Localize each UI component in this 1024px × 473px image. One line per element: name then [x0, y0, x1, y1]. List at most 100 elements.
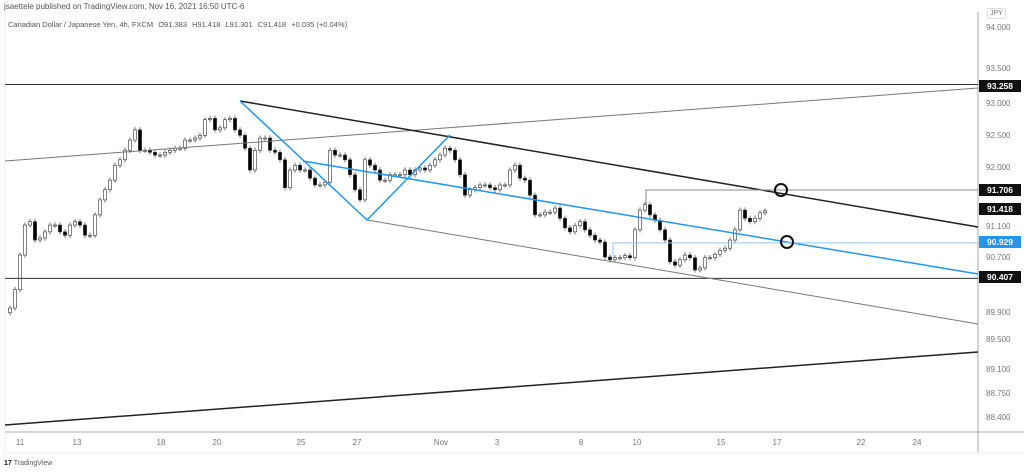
currency-label[interactable]: JPY	[987, 8, 1006, 19]
date-tick-label: 15	[716, 438, 726, 447]
candle-down	[663, 229, 667, 241]
candle-down	[693, 257, 697, 271]
date-tick-label: 25	[296, 438, 306, 447]
candle-up	[618, 257, 622, 260]
candle-up	[88, 234, 92, 237]
level-line-90929	[612, 242, 978, 257]
candle-up	[733, 229, 737, 241]
date-tick-label: 8	[578, 438, 584, 447]
candle-up	[578, 221, 582, 227]
candle-down	[668, 239, 672, 263]
date-tick-label: 27	[352, 438, 362, 447]
date-tick-label: 13	[72, 438, 82, 447]
candle-up	[643, 204, 647, 211]
candle-down	[213, 118, 217, 131]
candle-up	[163, 152, 167, 156]
candle-up	[403, 169, 407, 176]
candle-up	[443, 147, 447, 156]
candle-up	[678, 259, 682, 266]
candle-up	[193, 137, 197, 141]
candle-down	[233, 118, 237, 131]
candle-down	[463, 174, 467, 196]
symbol-legend: Canadian Dollar / Japanese Yen, 4h, FXCM…	[8, 20, 350, 30]
price-tick-label: 88.750	[986, 389, 1011, 398]
ohlc-open: O91.383	[158, 20, 187, 29]
date-tick-label: 24	[912, 438, 922, 447]
candle-down	[83, 224, 87, 236]
candle-up	[113, 164, 117, 181]
candle-up	[48, 224, 52, 233]
candle-up	[43, 231, 47, 239]
candle-down	[298, 164, 302, 171]
candle-up	[573, 225, 577, 233]
ohlc-change: +0.035 (+0.04%)	[291, 20, 348, 29]
target-circle-icon	[780, 235, 794, 249]
candle-down	[648, 204, 652, 216]
candle-down	[533, 194, 537, 216]
candle-up	[23, 224, 27, 256]
candle-down	[313, 177, 317, 186]
candle-down	[78, 221, 82, 226]
date-tick-label: 17	[772, 438, 782, 447]
candle-down	[493, 187, 497, 191]
candle-down	[458, 159, 462, 176]
candle-up	[123, 149, 127, 161]
candle-down	[58, 224, 62, 233]
candle-up	[208, 118, 212, 120]
candle-up	[338, 154, 342, 157]
candles	[8, 115, 767, 316]
candle-up	[203, 119, 207, 136]
candle-down	[598, 239, 602, 243]
candle-up	[468, 189, 472, 196]
candle-up	[708, 257, 712, 260]
candle-up	[508, 169, 512, 186]
candle-down	[448, 147, 452, 151]
descending-trendline	[239, 100, 979, 228]
candle-up	[398, 174, 402, 177]
candle-down	[518, 164, 522, 179]
price-tick-label: 89.900	[986, 308, 1011, 317]
candle-down	[588, 229, 592, 236]
date-tick-label: 11	[15, 438, 25, 447]
candle-down	[343, 154, 347, 161]
candle-down	[408, 169, 412, 176]
rising-trendline-upper	[4, 87, 979, 162]
candle-down	[368, 159, 372, 166]
price-tick-label: 88.400	[986, 413, 1011, 422]
candle-up	[158, 154, 162, 157]
price-label: 91.418	[979, 203, 1021, 215]
candle-up	[478, 184, 482, 188]
candle-up	[728, 239, 732, 249]
candle-down	[308, 169, 312, 179]
candle-up	[103, 189, 107, 201]
candle-up	[38, 237, 42, 241]
candle-up	[183, 139, 187, 149]
candle-up	[223, 119, 227, 129]
candle-up	[68, 224, 72, 236]
candle-down	[488, 184, 492, 188]
candle-up	[638, 209, 642, 231]
candle-up	[13, 289, 17, 309]
candle-up	[483, 184, 487, 187]
candle-up	[53, 224, 57, 227]
candle-down	[593, 234, 597, 241]
date-tick-label: 20	[212, 438, 222, 447]
candle-down	[673, 261, 677, 266]
candle-up	[723, 247, 727, 251]
candle-up	[98, 199, 102, 216]
candle-down	[283, 159, 287, 188]
descending-channel-lower	[366, 219, 979, 325]
candle-down	[603, 241, 607, 258]
candle-up	[288, 169, 292, 188]
candle-up	[538, 214, 542, 217]
candle-up	[388, 174, 392, 181]
candle-down	[238, 129, 242, 136]
price-label: 93.258	[979, 80, 1021, 92]
candle-up	[633, 229, 637, 259]
candle-down	[658, 220, 662, 231]
candle-up	[228, 118, 232, 120]
candle-up	[253, 149, 257, 171]
date-tick-label: 3	[494, 438, 500, 447]
